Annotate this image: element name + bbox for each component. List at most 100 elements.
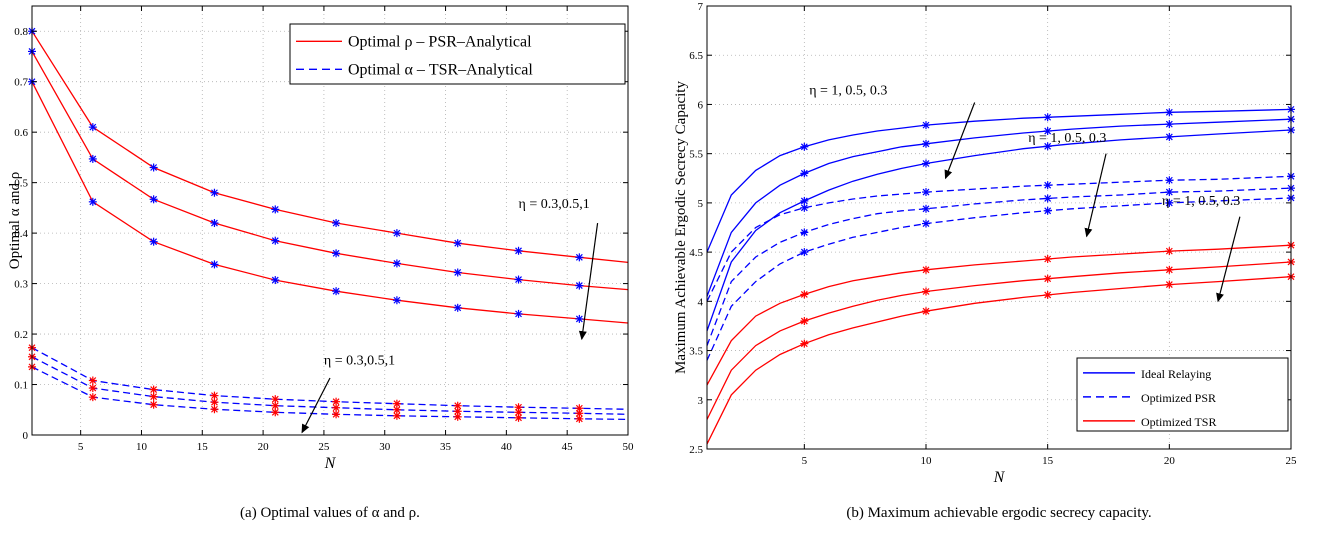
chart-b-series-8-marker bbox=[1043, 290, 1052, 299]
chart-a-series-0-marker bbox=[210, 188, 219, 197]
chart-b-ticks: 5 10 15 20 25 2.5 3 3.5 4 4.5 5 5.5 6 6.5 7 bbox=[689, 1, 1297, 467]
chart-a-xtick-label: 25 bbox=[318, 441, 330, 453]
chart-a-series-3-marker bbox=[514, 403, 523, 412]
chart-b-series-0-marker bbox=[800, 142, 809, 151]
chart-b-xtick-label: 25 bbox=[1286, 455, 1298, 467]
chart-a-xlabel: N bbox=[324, 455, 337, 472]
chart-a-series-1 bbox=[31, 51, 629, 291]
chart-a-series-4-marker bbox=[271, 401, 280, 410]
chart-b-series-7-marker bbox=[1165, 265, 1174, 274]
chart-a-xtick-label: 15 bbox=[197, 441, 209, 453]
chart-a-series-0-marker bbox=[575, 253, 584, 262]
chart-b-ytick-label: 3.5 bbox=[689, 346, 703, 358]
chart-a-series-2-marker bbox=[271, 276, 280, 285]
chart-b-ytick-label: 4 bbox=[698, 296, 704, 308]
chart-a-ticks: 5 10 15 20 25 30 35 40 45 50 0 0.1 0.2 0.3 0.4 0.5 0.6 0.… bbox=[14, 6, 634, 453]
chart-b-series-6-marker bbox=[1043, 255, 1052, 264]
chart-b-series-8-marker bbox=[1165, 280, 1174, 289]
chart-a-markers bbox=[28, 27, 584, 423]
chart-a-series-5-marker bbox=[453, 412, 462, 421]
chart-a: 5 10 15 20 25 30 35 40 45 50 0 0.1 0.2 0.3 0.4 0.5 0.6 0.… bbox=[7, 5, 634, 521]
chart-a-series-4-marker bbox=[88, 384, 97, 393]
chart-b-ytick-label: 5.5 bbox=[689, 149, 703, 161]
chart-b-ytick-label: 6.5 bbox=[689, 50, 703, 62]
chart-a-series-5-marker bbox=[149, 400, 158, 409]
chart-a-ytick-label: 0.8 bbox=[14, 26, 28, 38]
chart-a-ytick-label: 0 bbox=[23, 430, 29, 442]
chart-a-series-4-marker bbox=[332, 403, 341, 412]
chart-b-legend: Ideal Relaying Optimized PSR Optimized TSR bbox=[1076, 357, 1289, 432]
chart-b-ytick-label: 4.5 bbox=[689, 247, 703, 259]
chart-b-ytick-label: 3 bbox=[698, 395, 704, 407]
chart-a-legend-label-0: Optimal ρ – PSR–Analytical bbox=[348, 33, 532, 50]
chart-a-xtick-label: 30 bbox=[379, 441, 391, 453]
chart-b-series-6-marker bbox=[922, 265, 930, 274]
chart-b-series-2-marker bbox=[800, 196, 809, 205]
chart-a-annotations: η = 0.3,0.5,1 η = 0.3,0.5,1 bbox=[301, 197, 599, 434]
chart-a-ytick-label: 0.5 bbox=[14, 178, 28, 190]
chart-b-series-3 bbox=[706, 175, 1292, 302]
chart-b-series-5-marker bbox=[800, 248, 809, 257]
chart-a-annotation-arrow-0 bbox=[578, 222, 599, 341]
chart-b-series-4-marker bbox=[800, 228, 809, 237]
chart-a-xtick-label: 10 bbox=[136, 441, 148, 453]
chart-a-series-0-marker bbox=[514, 246, 523, 255]
chart-a-ytick-label: 0.1 bbox=[14, 380, 28, 392]
chart-a-series-1-marker bbox=[453, 268, 462, 277]
chart-a-series-1-marker bbox=[514, 275, 523, 284]
chart-a-series-2-marker bbox=[88, 197, 97, 206]
chart-b-series-3-marker bbox=[1165, 176, 1174, 185]
chart-b-series-0-marker bbox=[922, 121, 930, 130]
chart-b-annotation-1: η = 1, 0.5, 0.3 bbox=[1028, 131, 1106, 146]
chart-b-xtick-label: 20 bbox=[1164, 455, 1176, 467]
chart-a-series-3-marker bbox=[332, 397, 341, 406]
chart-a-series-0-marker bbox=[392, 229, 401, 238]
chart-b-caption: (b) Maximum achievable ergodic secrecy c… bbox=[846, 505, 1151, 521]
chart-b-series-3-marker bbox=[1043, 181, 1052, 190]
chart-a-series-3-marker bbox=[453, 401, 462, 410]
chart-a-series-0-marker bbox=[332, 219, 341, 228]
chart-a-ytick-label: 0.7 bbox=[14, 77, 28, 89]
chart-a-series-5-marker bbox=[392, 411, 401, 420]
chart-a-series-2-marker bbox=[514, 309, 523, 318]
chart-b-series-4-marker bbox=[922, 204, 930, 213]
chart-b-series-3-marker bbox=[922, 188, 930, 197]
chart-a-series-3-marker bbox=[88, 376, 97, 385]
chart-b-series-1-marker bbox=[1043, 127, 1052, 136]
chart-a-annotation-0: η = 0.3,0.5,1 bbox=[519, 197, 590, 212]
chart-a-series-2-marker bbox=[332, 287, 341, 296]
chart-b-series bbox=[706, 108, 1292, 445]
chart-b-series-2 bbox=[706, 129, 1292, 332]
chart-b-series-1-marker bbox=[1165, 120, 1174, 129]
chart-b-series-1-marker bbox=[800, 169, 809, 178]
chart-a-series-2-marker bbox=[453, 303, 462, 312]
chart-a-xtick-label: 40 bbox=[501, 441, 513, 453]
chart-a-series-4-marker bbox=[210, 398, 219, 407]
chart-a-frame bbox=[31, 5, 629, 436]
chart-b-series-5-marker bbox=[922, 219, 930, 228]
chart-b-ytick-label: 6 bbox=[698, 99, 704, 111]
chart-b-xlabel: N bbox=[993, 469, 1006, 486]
chart-a-xtick-label: 50 bbox=[623, 441, 635, 453]
chart-a-series-1-marker bbox=[88, 154, 97, 163]
chart-b-series-6-marker bbox=[1165, 247, 1174, 256]
chart-b-series-7-marker bbox=[922, 287, 930, 296]
chart-a-series-5-marker bbox=[575, 414, 584, 423]
chart-a-series-5-marker bbox=[271, 408, 280, 417]
chart-a-series-5-marker bbox=[88, 393, 97, 402]
chart-a-legend-box bbox=[289, 23, 626, 85]
chart-b-series-2-marker bbox=[1165, 132, 1174, 141]
chart-a-series-2-marker bbox=[392, 296, 401, 305]
chart-b-series-5 bbox=[706, 197, 1292, 361]
chart-a-ytick-label: 0.6 bbox=[14, 127, 28, 139]
chart-a-series-1-marker bbox=[332, 249, 341, 258]
chart-a-series-1-marker bbox=[271, 236, 280, 245]
chart-a-series-5-marker bbox=[332, 410, 341, 419]
chart-b-series-6 bbox=[706, 244, 1292, 386]
chart-a-annotation-1: η = 0.3,0.5,1 bbox=[324, 353, 395, 368]
chart-b-annotations: η = 1, 0.5, 0.3 η = 1, 0.5, 0.3 η = 1, 0.5… bbox=[809, 84, 1241, 303]
chart-b-series-7-marker bbox=[800, 317, 809, 326]
chart-b-series-1 bbox=[706, 118, 1292, 297]
chart-b-ylabel: Maximum Achievable Ergodic Secrecy Capac… bbox=[673, 81, 689, 374]
